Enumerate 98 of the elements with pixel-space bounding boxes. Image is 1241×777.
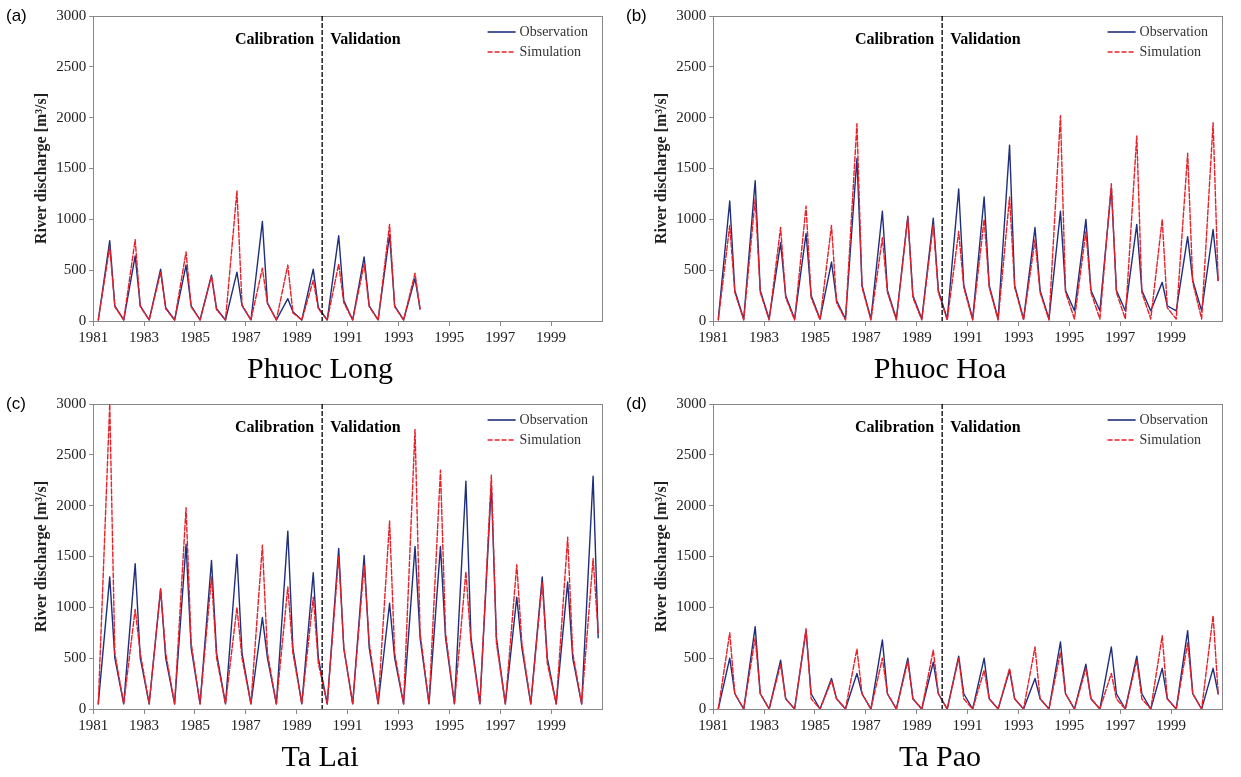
- annotation: Calibration: [235, 418, 315, 436]
- x-tick-label: 1987: [850, 328, 882, 345]
- annotation: Validation: [330, 418, 401, 436]
- x-tick-label: 1989: [901, 328, 932, 345]
- x-tick-label: 1985: [799, 716, 830, 733]
- y-tick-label: 1500: [56, 547, 87, 564]
- x-tick-label: 1989: [281, 328, 312, 345]
- x-tick-label: 1999: [1156, 716, 1187, 733]
- annotation: Calibration: [855, 418, 935, 436]
- text: (d): [626, 394, 647, 414]
- y-tick-label: 1500: [56, 159, 87, 176]
- line-series: [97, 190, 421, 321]
- x-tick-label: 1985: [799, 328, 830, 345]
- y-tick-label: 1500: [676, 547, 707, 564]
- y-tick-label: 0: [698, 311, 707, 328]
- y-tick-label: 3000: [676, 6, 707, 23]
- y-tick-label: 2000: [676, 108, 707, 125]
- x-tick-label: 1981: [698, 716, 729, 733]
- y-tick-label: 500: [63, 261, 87, 278]
- text: Phuoc Long: [247, 350, 393, 384]
- x-tick-label: 1987: [230, 716, 262, 733]
- x-tick-label: 1995: [434, 328, 465, 345]
- legend-label: Simulation: [1139, 43, 1202, 59]
- y-tick-label: 1000: [676, 210, 707, 227]
- y-tick-label: 500: [63, 649, 87, 666]
- annotation: Calibration: [235, 30, 315, 48]
- legend-label: Observation: [519, 411, 589, 427]
- x-tick-label: 1991: [332, 328, 363, 345]
- y-tick-label: 2500: [676, 445, 707, 462]
- x-tick-label: 1987: [230, 328, 262, 345]
- x-tick-label: 1981: [78, 328, 109, 345]
- y-axis-title: River discharge [m³/s]: [31, 92, 50, 245]
- x-tick-label: 1985: [179, 716, 210, 733]
- legend-label: Observation: [1139, 411, 1209, 427]
- annotation: Calibration: [855, 30, 935, 48]
- x-tick-label: 1993: [383, 328, 414, 345]
- y-tick-label: 2000: [56, 496, 87, 513]
- y-tick-label: 1000: [676, 598, 707, 615]
- y-tick-label: 2500: [676, 57, 707, 74]
- x-tick-label: 1991: [952, 328, 983, 345]
- y-tick-label: 2000: [56, 108, 87, 125]
- x-tick-label: 1995: [1054, 328, 1085, 345]
- text: (a): [6, 6, 27, 26]
- y-axis-title: River discharge [m³/s]: [31, 480, 50, 633]
- x-tick-label: 1983: [749, 328, 780, 345]
- legend-label: Simulation: [519, 43, 582, 59]
- y-tick-label: 1000: [56, 210, 87, 227]
- x-tick-label: 1995: [1054, 716, 1085, 733]
- x-tick-label: 1983: [749, 716, 780, 733]
- x-tick-label: 1983: [129, 328, 160, 345]
- y-tick-label: 0: [698, 699, 707, 716]
- x-tick-label: 1999: [1156, 328, 1187, 345]
- y-axis-title: River discharge [m³/s]: [651, 480, 670, 633]
- legend-label: Simulation: [1139, 431, 1202, 447]
- text: Ta Lai: [281, 738, 359, 772]
- text: (b): [626, 6, 647, 26]
- x-tick-label: 1999: [536, 716, 567, 733]
- y-tick-label: 2500: [56, 57, 87, 74]
- x-tick-label: 1997: [485, 716, 516, 733]
- y-tick-label: 2500: [56, 445, 87, 462]
- x-tick-label: 1993: [1003, 716, 1034, 733]
- text: (c): [6, 394, 26, 414]
- x-tick-label: 1997: [1105, 328, 1136, 345]
- line-series: [97, 404, 599, 705]
- y-tick-label: 3000: [676, 394, 707, 411]
- y-tick-label: 3000: [56, 394, 87, 411]
- x-tick-label: 1987: [850, 716, 882, 733]
- annotation: Validation: [950, 418, 1021, 436]
- x-tick-label: 1993: [383, 716, 414, 733]
- x-tick-label: 1991: [332, 716, 363, 733]
- legend-label: Simulation: [519, 431, 582, 447]
- x-tick-label: 1981: [78, 716, 109, 733]
- y-tick-label: 2000: [676, 496, 707, 513]
- x-tick-label: 1995: [434, 716, 465, 733]
- y-tick-label: 500: [683, 261, 707, 278]
- y-tick-label: 500: [683, 649, 707, 666]
- x-tick-label: 1981: [698, 328, 729, 345]
- annotation: Validation: [950, 30, 1021, 48]
- x-tick-label: 1989: [901, 716, 932, 733]
- x-tick-label: 1997: [1105, 716, 1136, 733]
- x-tick-label: 1989: [281, 716, 312, 733]
- y-tick-label: 3000: [56, 6, 87, 23]
- y-tick-label: 0: [78, 311, 87, 328]
- legend-label: Observation: [1139, 23, 1209, 39]
- x-tick-label: 1999: [536, 328, 567, 345]
- x-tick-label: 1991: [952, 716, 983, 733]
- annotation: Validation: [330, 30, 401, 48]
- x-tick-label: 1983: [129, 716, 160, 733]
- text: Phuoc Hoa: [873, 350, 1007, 384]
- y-tick-label: 0: [78, 699, 87, 716]
- text: Ta Pao: [898, 738, 982, 772]
- y-tick-label: 1500: [676, 159, 707, 176]
- y-tick-label: 1000: [56, 598, 87, 615]
- x-tick-label: 1985: [179, 328, 210, 345]
- legend-label: Observation: [519, 23, 589, 39]
- x-tick-label: 1997: [485, 328, 516, 345]
- y-axis-title: River discharge [m³/s]: [651, 92, 670, 245]
- x-tick-label: 1993: [1003, 328, 1034, 345]
